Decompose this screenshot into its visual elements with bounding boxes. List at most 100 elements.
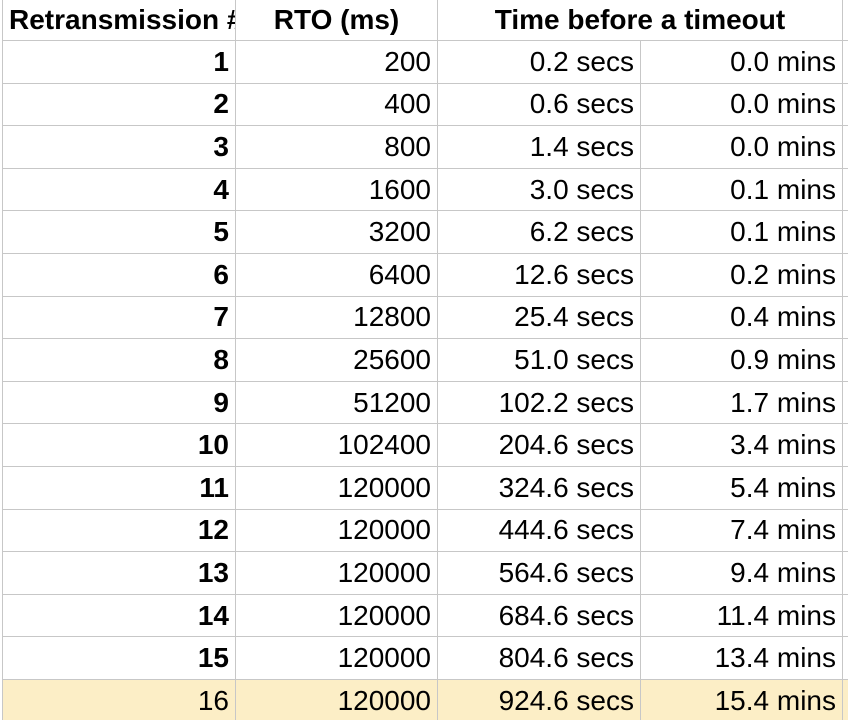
cell-retransmission-number[interactable]: 8 [2,338,236,382]
cell-retransmission-number[interactable]: 15 [2,636,236,680]
cell-edge-sliver [842,167,848,212]
table-row: 6 6400 12.6 secs 0.2 mins [2,252,848,297]
cell-retransmission-number[interactable]: 16 [2,678,236,720]
cell-rto-ms[interactable]: 120000 [235,465,438,510]
cell-retransmission-number[interactable]: 2 [2,82,236,127]
cell-time-secs[interactable]: 0.2 secs [437,40,641,84]
cell-time-mins[interactable]: 7.4 mins [640,508,843,553]
cell-time-mins[interactable]: 0.0 mins [640,40,843,84]
table-row: 4 1600 3.0 secs 0.1 mins [2,167,848,212]
table-row: 8 25600 51.0 secs 0.9 mins [2,338,848,382]
cell-rto-ms[interactable]: 120000 [235,551,438,595]
cell-time-secs[interactable]: 51.0 secs [437,338,641,382]
cell-time-secs[interactable]: 6.2 secs [437,210,641,254]
cell-edge-sliver [842,338,848,382]
cell-edge-sliver [842,678,848,720]
cell-edge-sliver [842,125,848,169]
cell-rto-ms[interactable]: 102400 [235,423,438,467]
cell-retransmission-number[interactable]: 14 [2,593,236,638]
table-row: 7 12800 25.4 secs 0.4 mins [2,295,848,340]
cell-time-mins[interactable]: 0.0 mins [640,82,843,127]
header-cell-rto-ms[interactable]: RTO (ms) [235,0,438,41]
cell-retransmission-number[interactable]: 6 [2,252,236,297]
cell-time-mins[interactable]: 15.4 mins [640,678,843,720]
table-row: 12 120000 444.6 secs 7.4 mins [2,508,848,553]
table-row: 1 200 0.2 secs 0.0 mins [2,40,848,84]
table-row: 15 120000 804.6 secs 13.4 mins [2,636,848,680]
cell-time-secs[interactable]: 1.4 secs [437,125,641,169]
table-row: 10 102400 204.6 secs 3.4 mins [2,423,848,467]
cell-rto-ms[interactable]: 3200 [235,210,438,254]
cell-time-secs[interactable]: 924.6 secs [437,678,641,720]
cell-retransmission-number[interactable]: 13 [2,551,236,595]
table-row: 2 400 0.6 secs 0.0 mins [2,82,848,127]
cell-time-secs[interactable]: 444.6 secs [437,508,641,553]
cell-time-secs[interactable]: 684.6 secs [437,593,641,638]
cell-retransmission-number[interactable]: 11 [2,465,236,510]
header-cell-retransmission-number[interactable]: Retransmission # [2,0,236,41]
cell-time-mins[interactable]: 0.9 mins [640,338,843,382]
cell-time-mins[interactable]: 0.1 mins [640,210,843,254]
cell-rto-ms[interactable]: 400 [235,82,438,127]
cell-time-mins[interactable]: 3.4 mins [640,423,843,467]
cell-retransmission-number[interactable]: 9 [2,380,236,425]
cell-edge-sliver [842,551,848,595]
cell-rto-ms[interactable]: 800 [235,125,438,169]
cell-rto-ms[interactable]: 200 [235,40,438,84]
cell-rto-ms[interactable]: 1600 [235,167,438,212]
cell-time-secs[interactable]: 12.6 secs [437,252,641,297]
cell-time-secs[interactable]: 564.6 secs [437,551,641,595]
table-row: 14 120000 684.6 secs 11.4 mins [2,593,848,638]
cell-rto-ms[interactable]: 6400 [235,252,438,297]
cell-time-secs[interactable]: 3.0 secs [437,167,641,212]
cell-time-mins[interactable]: 13.4 mins [640,636,843,680]
cell-time-mins[interactable]: 0.1 mins [640,167,843,212]
cell-retransmission-number[interactable]: 3 [2,125,236,169]
cell-time-secs[interactable]: 324.6 secs [437,465,641,510]
cell-time-secs[interactable]: 25.4 secs [437,295,641,340]
header-row: Retransmission # RTO (ms) Time before a … [2,0,848,41]
table-row: 11 120000 324.6 secs 5.4 mins [2,465,848,510]
cell-time-mins[interactable]: 9.4 mins [640,551,843,595]
cell-rto-ms[interactable]: 120000 [235,678,438,720]
cell-retransmission-number[interactable]: 7 [2,295,236,340]
cell-time-secs[interactable]: 0.6 secs [437,82,641,127]
cell-time-mins[interactable]: 0.4 mins [640,295,843,340]
cell-rto-ms[interactable]: 12800 [235,295,438,340]
cell-time-mins[interactable]: 5.4 mins [640,465,843,510]
cell-edge-sliver [842,252,848,297]
table-row: 9 51200 102.2 secs 1.7 mins [2,380,848,425]
table-row: 13 120000 564.6 secs 9.4 mins [2,551,848,595]
cell-time-mins[interactable]: 0.0 mins [640,125,843,169]
cell-edge-sliver [842,423,848,467]
cell-time-secs[interactable]: 102.2 secs [437,380,641,425]
cell-rto-ms[interactable]: 25600 [235,338,438,382]
cell-time-secs[interactable]: 204.6 secs [437,423,641,467]
table-row: 3 800 1.4 secs 0.0 mins [2,125,848,169]
cell-time-mins[interactable]: 11.4 mins [640,593,843,638]
cell-time-secs[interactable]: 804.6 secs [437,636,641,680]
cell-retransmission-number[interactable]: 5 [2,210,236,254]
cell-rto-ms[interactable]: 51200 [235,380,438,425]
highlighted-row: 16 120000 924.6 secs 15.4 mins [2,678,848,720]
cell-retransmission-number[interactable]: 4 [2,167,236,212]
cell-time-mins[interactable]: 1.7 mins [640,380,843,425]
cell-retransmission-number[interactable]: 10 [2,423,236,467]
header-edge-sliver [842,0,848,41]
cell-time-mins[interactable]: 0.2 mins [640,252,843,297]
cell-rto-ms[interactable]: 120000 [235,508,438,553]
cell-edge-sliver [842,40,848,84]
table-row: 5 3200 6.2 secs 0.1 mins [2,210,848,254]
cell-retransmission-number[interactable]: 1 [2,40,236,84]
cell-edge-sliver [842,508,848,553]
cell-edge-sliver [842,636,848,680]
cell-retransmission-number[interactable]: 12 [2,508,236,553]
cell-rto-ms[interactable]: 120000 [235,636,438,680]
cell-edge-sliver [842,295,848,340]
header-cell-time-before-timeout[interactable]: Time before a timeout [437,0,843,41]
cell-edge-sliver [842,210,848,254]
cell-edge-sliver [842,593,848,638]
cell-rto-ms[interactable]: 120000 [235,593,438,638]
